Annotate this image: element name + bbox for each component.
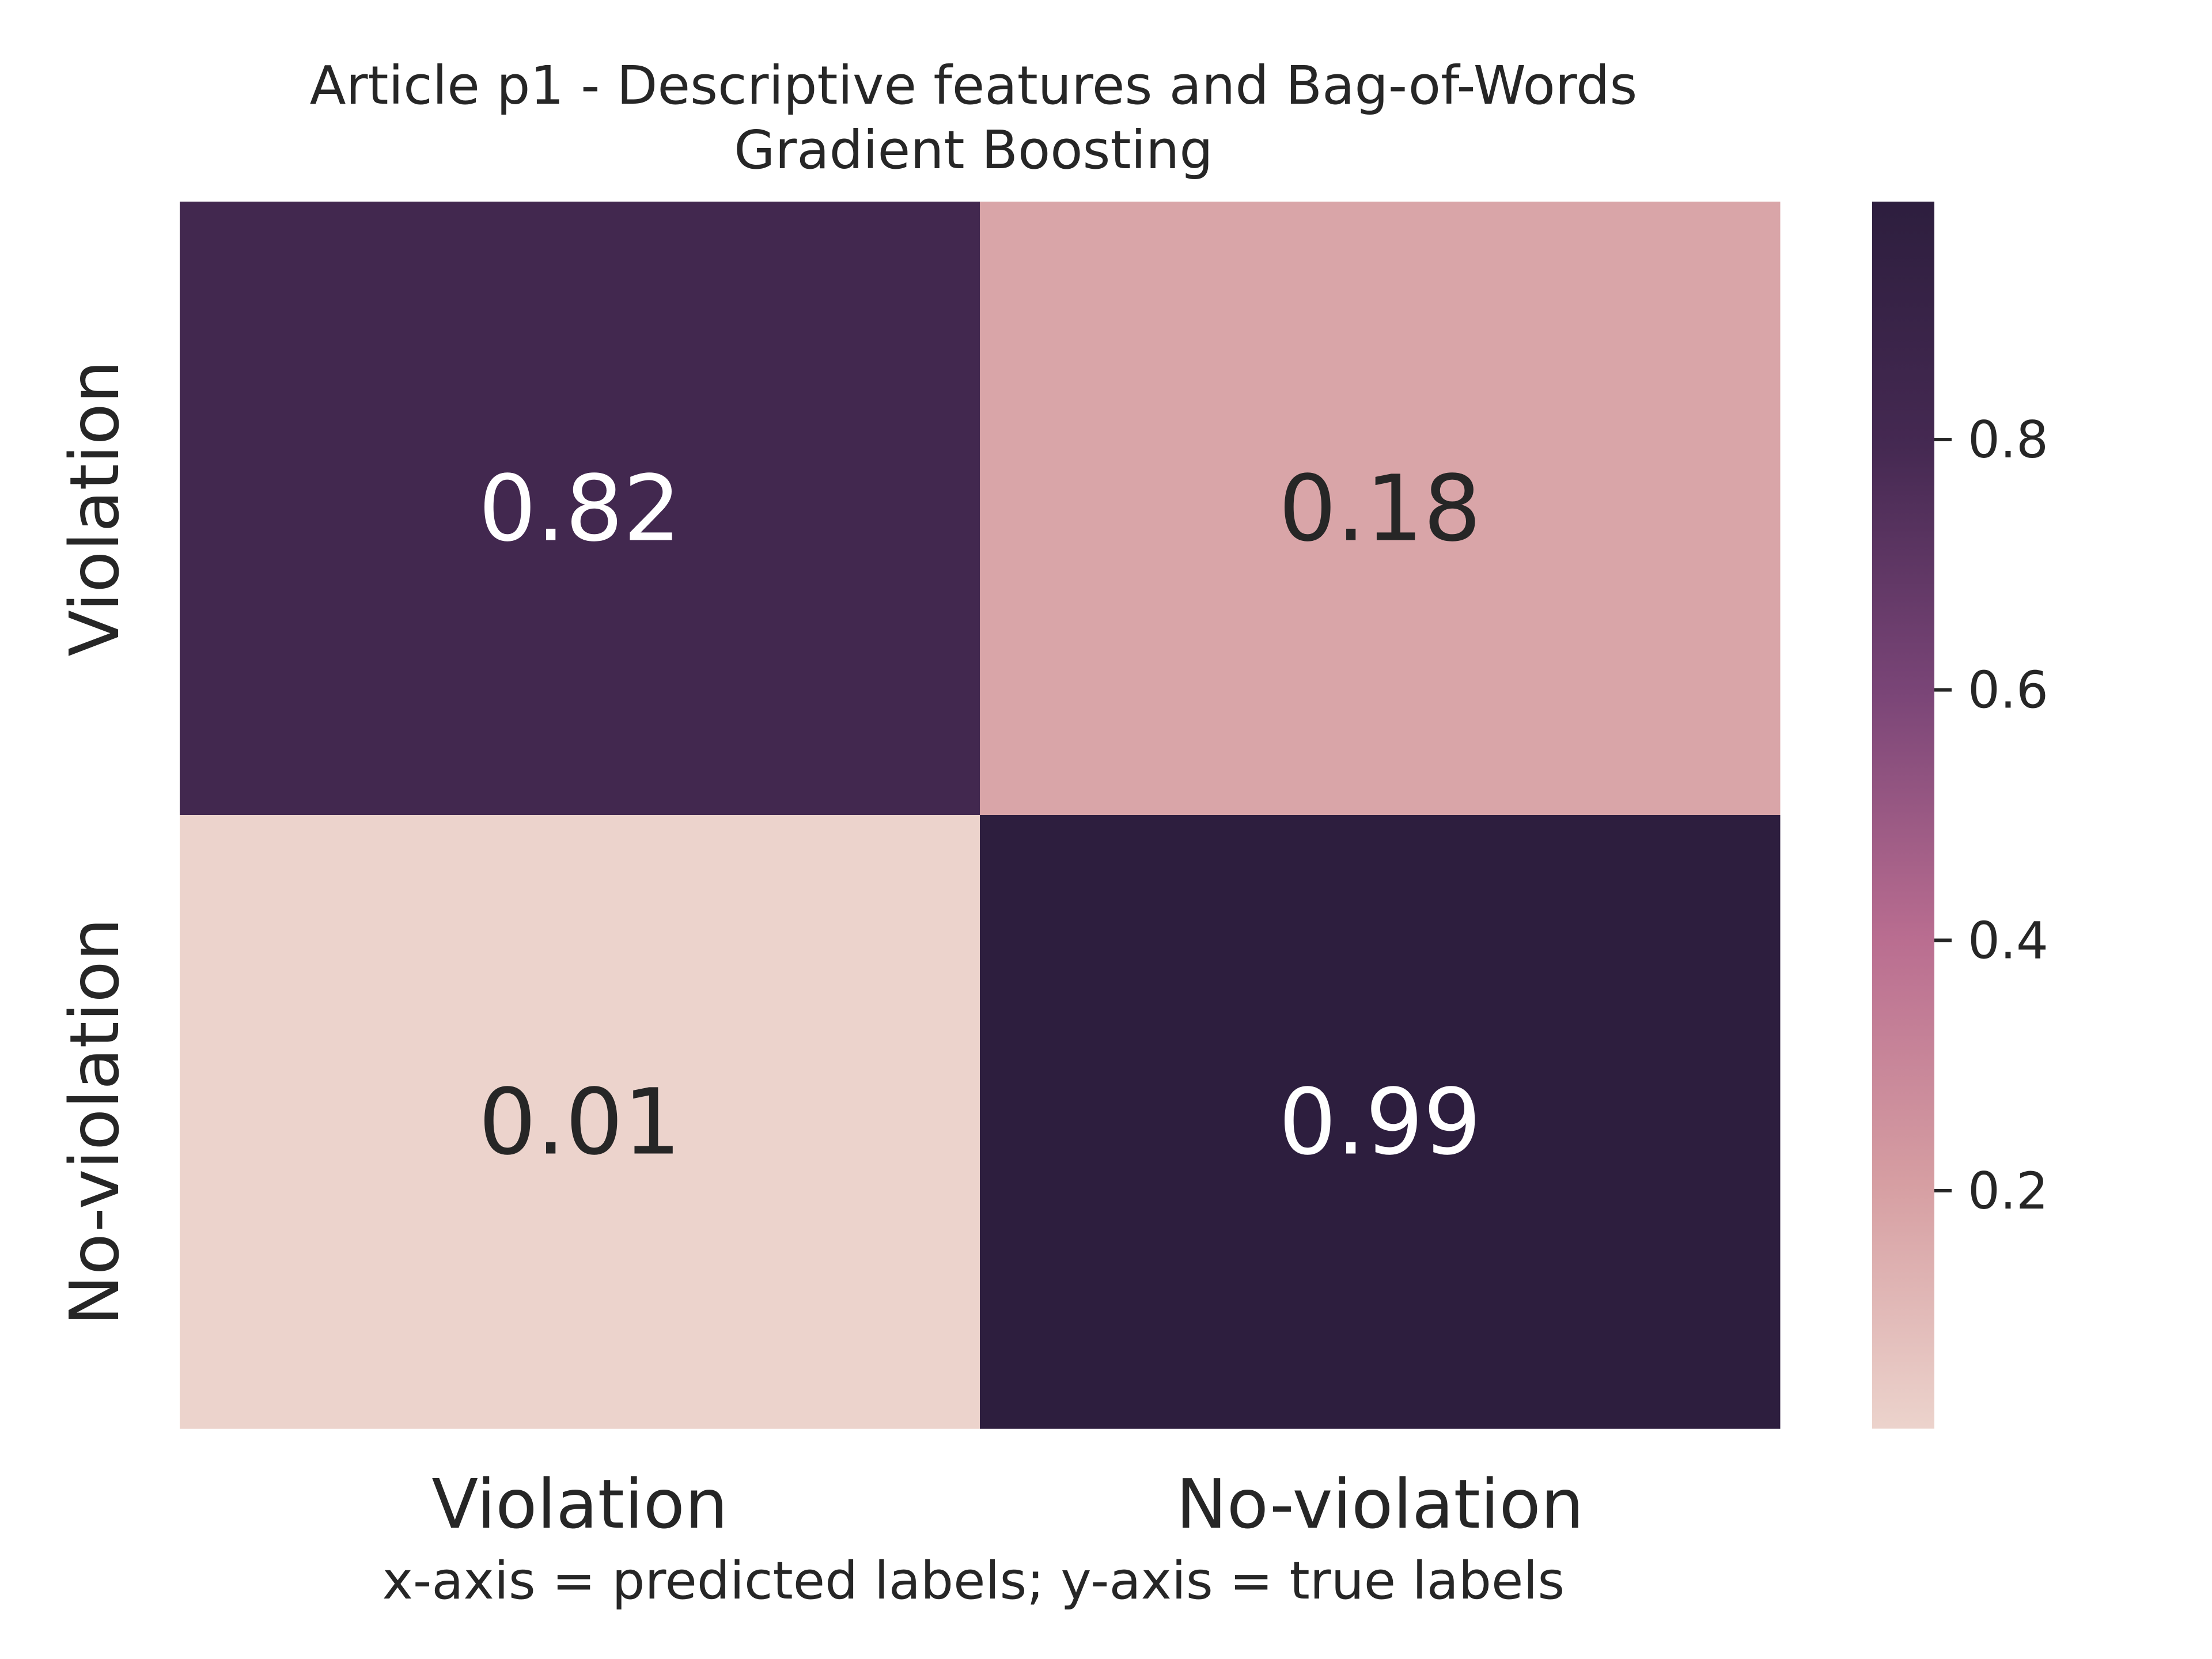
x-axis-tick-labels: Violation No-violation [431, 1464, 1584, 1544]
chart-title-line-1: Article p1 - Descriptive features and Ba… [310, 55, 1638, 116]
colorbar-ticks: 0.2 0.4 0.6 0.8 [1934, 410, 2048, 1221]
heatmap-cell-value-label: 0.01 [479, 1070, 681, 1176]
colorbar-tick-label: 0.8 [1968, 410, 2048, 469]
heatmap-cell-value-label: 0.99 [1279, 1070, 1482, 1176]
x-tick-label: Violation [431, 1464, 728, 1544]
colorbar-tick-label: 0.4 [1968, 911, 2048, 970]
colorbar [1872, 202, 1934, 1429]
heatmap-cell [980, 202, 1781, 816]
heatmap-cells [180, 202, 1781, 1429]
heatmap-cell [180, 815, 980, 1429]
heatmap-cell [980, 815, 1781, 1429]
colorbar-tick-label: 0.2 [1968, 1161, 2048, 1221]
x-axis-label: x-axis = predicted labels; y-axis = true… [382, 1551, 1565, 1611]
chart-title-line-2: Gradient Boosting [734, 119, 1213, 181]
y-axis-tick-labels: Violation No-violation [55, 360, 134, 1325]
colorbar-tick-label: 0.6 [1968, 661, 2048, 720]
x-tick-label: No-violation [1176, 1464, 1584, 1544]
y-tick-label: Violation [55, 360, 134, 656]
heatmap-cell-value-label: 0.18 [1279, 456, 1482, 562]
heatmap-cell-labels: 0.82 0.18 0.01 0.99 [479, 456, 1482, 1176]
y-tick-label: No-violation [55, 918, 134, 1326]
heatmap-cell [180, 202, 980, 816]
heatmap-cell-value-label: 0.82 [479, 456, 681, 562]
